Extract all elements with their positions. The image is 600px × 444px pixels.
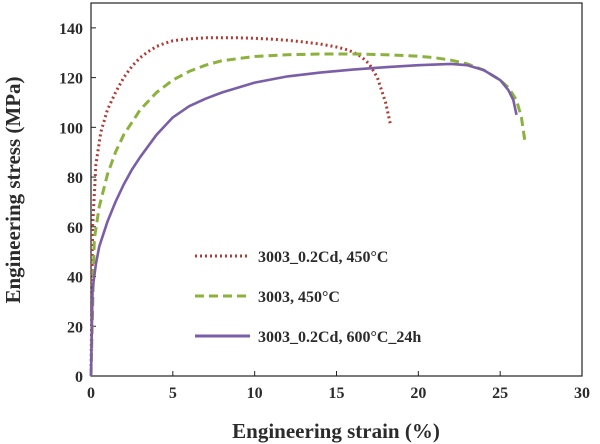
y-tick-label: 20 [67,319,83,336]
y-tick-label: 60 [67,220,83,237]
series-line-1 [89,36,392,377]
series-line-2 [89,52,527,377]
x-tick-label: 20 [410,385,426,402]
legend: 3003_0.2Cd, 450°C 3003, 450°C 3003_0.2Cd… [195,249,421,346]
x-tick-label: 5 [169,385,177,402]
y-tick-label: 80 [67,170,83,187]
legend-label-series-1: 3003_0.2Cd, 450°C [258,249,388,266]
legend-label-series-2: 3003, 450°C [258,289,340,306]
y-tick-label: 120 [59,71,83,88]
x-tick-label: 30 [574,385,590,402]
series-line-3 [89,62,518,377]
y-tick-label: 140 [59,21,83,38]
legend-label-series-3: 3003_0.2Cd, 600°C_24h [258,329,421,346]
x-tick-label: 25 [492,385,508,402]
y-tick-label: 40 [67,270,83,287]
series-layer [89,36,527,377]
x-tick-label: 0 [87,385,95,402]
axis-ticks: 0 5 10 15 20 25 30 0 20 40 60 80 100 120 140 [59,21,590,402]
y-tick-label: 0 [75,369,83,386]
y-tick-label: 100 [59,120,83,137]
x-tick-label: 10 [247,385,263,402]
x-axis-title: Engineering strain (%) [232,419,440,443]
x-tick-label: 15 [329,385,345,402]
plot-area-frame [90,2,583,377]
y-axis-title: Engineering stress (MPa) [1,76,25,303]
